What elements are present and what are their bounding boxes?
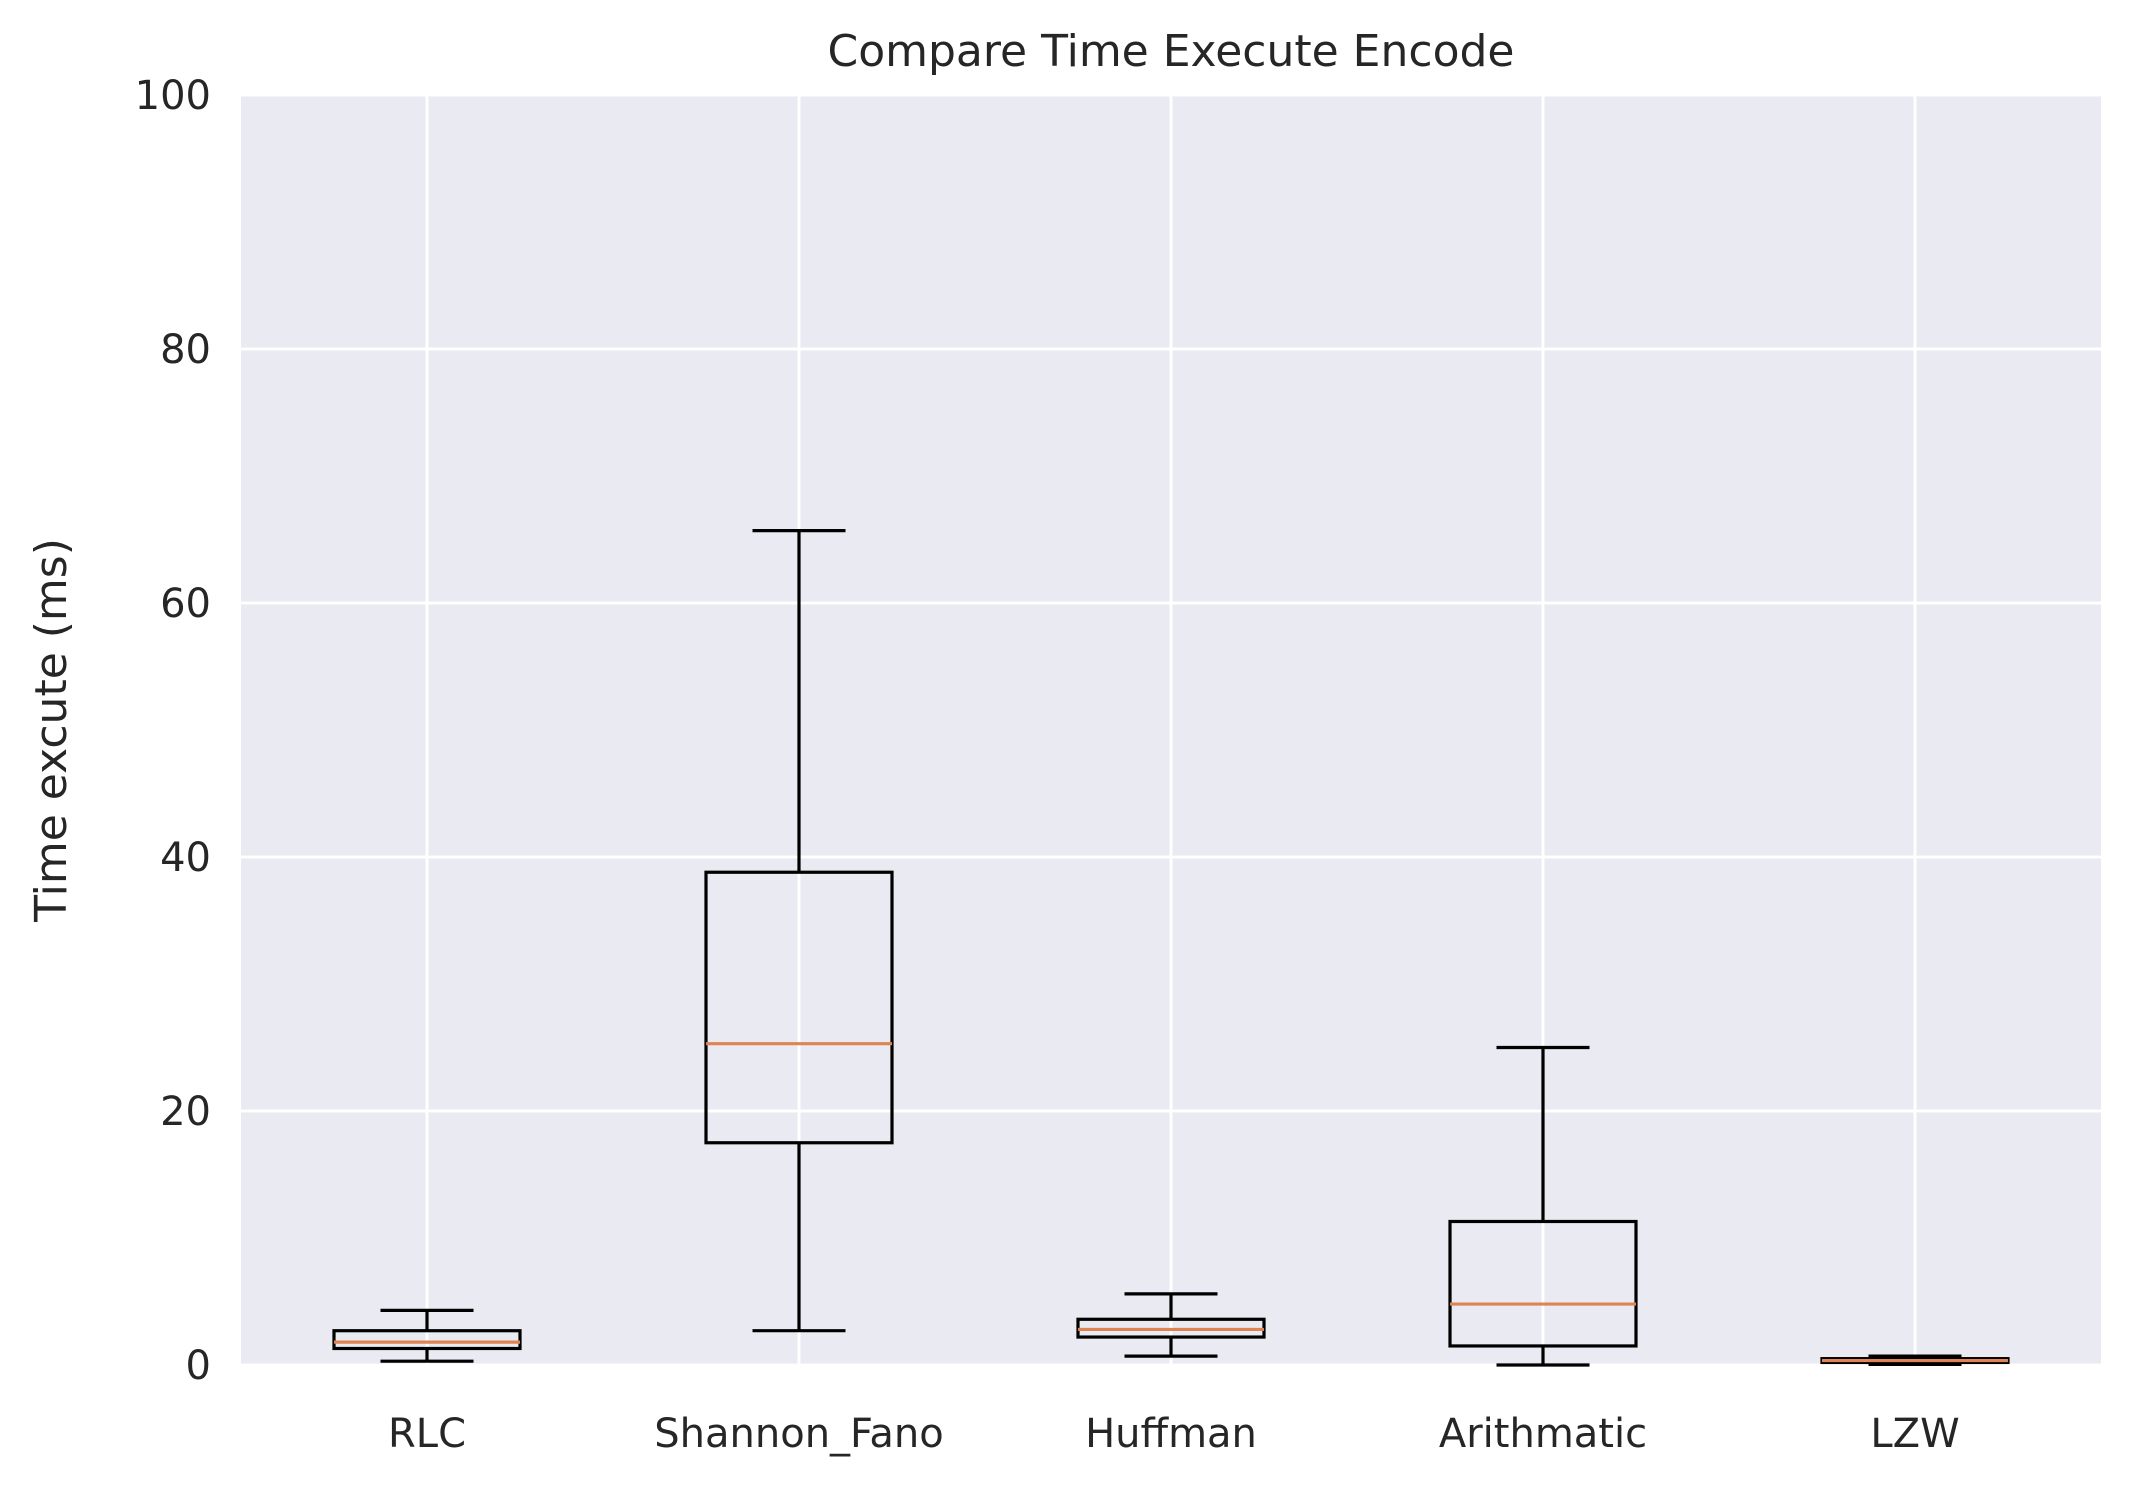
box-huffman: [1076, 1292, 1266, 1358]
boxes: [332, 529, 2010, 1367]
box-rlc: [332, 1308, 522, 1363]
box-body: [332, 1329, 522, 1351]
x-tick-label: Arithmatic: [1439, 1411, 1647, 1457]
box-body: [1448, 1219, 1638, 1348]
x-tick-labels: RLC Shannon_Fano Huffman Arithmatic LZW: [388, 1411, 1960, 1457]
y-tick-label: 0: [186, 1343, 211, 1389]
box-body: [704, 870, 894, 1145]
box-shannon-fano: [704, 529, 894, 1333]
box-lzw: [1820, 1354, 2010, 1366]
chart-title: Compare Time Execute Encode: [828, 26, 1515, 77]
x-tick-label: Huffman: [1085, 1411, 1257, 1457]
y-tick-labels: 0 20 40 60 80 100: [135, 73, 211, 1389]
y-tick-label: 40: [160, 835, 211, 881]
x-tick-label: Shannon_Fano: [654, 1411, 943, 1457]
box-arithmatic: [1448, 1045, 1638, 1367]
x-tick-label: RLC: [388, 1411, 466, 1457]
y-tick-label: 80: [160, 327, 211, 373]
x-tick-label: LZW: [1870, 1411, 1959, 1457]
y-tick-label: 60: [160, 581, 211, 627]
y-tick-label: 100: [135, 73, 211, 119]
y-axis-label: Time excute (ms): [26, 538, 77, 923]
y-tick-label: 20: [160, 1089, 211, 1135]
